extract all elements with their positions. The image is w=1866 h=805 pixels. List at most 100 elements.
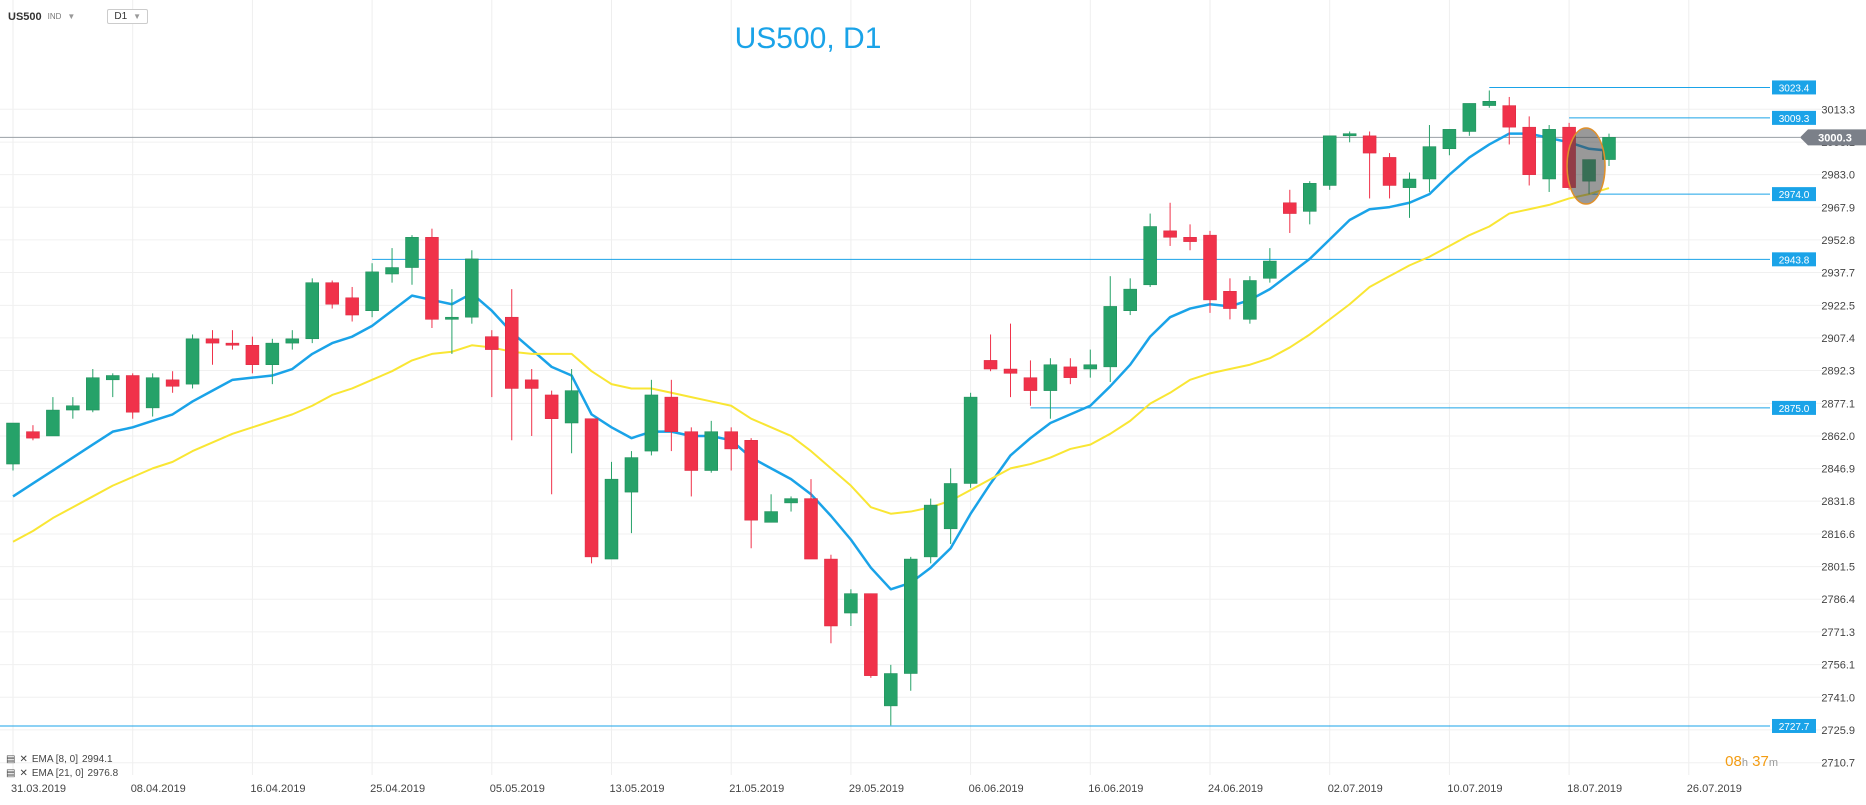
close-icon[interactable]: ✕ bbox=[19, 767, 28, 779]
level-tag-label: 2974.0 bbox=[1779, 190, 1810, 201]
chart-title-wrap: US500, D1 bbox=[0, 22, 1866, 56]
bull-candle bbox=[6, 422, 20, 465]
level-tag-label: 2943.8 bbox=[1779, 255, 1810, 266]
y-tick-label: 2816.6 bbox=[1821, 529, 1855, 541]
bull-candle bbox=[1103, 306, 1117, 368]
bear-candle bbox=[1003, 368, 1018, 374]
legend-ema-fast[interactable]: ▤ ✕ EMA [8, 0] 2994.1 bbox=[6, 752, 118, 766]
bull-candle bbox=[564, 390, 579, 424]
bull-candle bbox=[1462, 103, 1477, 132]
y-tick-label: 2862.0 bbox=[1821, 431, 1855, 443]
y-tick-label: 2725.9 bbox=[1821, 725, 1855, 737]
bull-candle bbox=[963, 396, 978, 484]
bull-candle bbox=[265, 342, 280, 365]
bull-candle bbox=[1263, 260, 1277, 279]
bear-candle bbox=[165, 379, 180, 387]
bear-candle bbox=[325, 282, 339, 305]
close-icon[interactable]: ✕ bbox=[19, 753, 28, 765]
bear-candle bbox=[1502, 105, 1516, 128]
bull-candle bbox=[1542, 129, 1556, 180]
level-tag-label: 3023.4 bbox=[1779, 83, 1810, 94]
legend-label: EMA [21, 0] bbox=[31, 767, 84, 779]
x-tick-label: 16.06.2019 bbox=[1088, 783, 1143, 795]
x-tick-label: 25.04.2019 bbox=[370, 783, 425, 795]
level-tag bbox=[1772, 187, 1816, 202]
y-tick-label: 2710.7 bbox=[1821, 758, 1855, 770]
bull-candle bbox=[784, 498, 798, 504]
y-tick-label: 2801.5 bbox=[1821, 562, 1855, 574]
bear-candle bbox=[125, 375, 140, 413]
y-tick-label: 2892.3 bbox=[1821, 366, 1855, 378]
chevron-down-icon: ▼ bbox=[133, 12, 142, 21]
bull-candle bbox=[185, 338, 200, 385]
x-tick-label: 21.05.2019 bbox=[729, 783, 784, 795]
bull-candle bbox=[844, 593, 858, 614]
level-tag bbox=[1772, 400, 1816, 415]
bear-candle bbox=[744, 440, 758, 521]
legend-ema-slow[interactable]: ▤ ✕ EMA [21, 0] 2976.8 bbox=[6, 766, 118, 780]
y-tick-label: 2756.1 bbox=[1821, 660, 1855, 672]
bear-candle bbox=[544, 394, 559, 419]
timer-hours: 08 bbox=[1725, 753, 1742, 770]
bear-candle bbox=[225, 342, 240, 346]
bull-candle bbox=[604, 478, 619, 560]
y-tick-label: 2983.0 bbox=[1821, 170, 1855, 182]
bear-candle bbox=[1063, 366, 1078, 378]
candle-timer: 08h 37m bbox=[1725, 753, 1778, 770]
bear-candle bbox=[345, 297, 359, 316]
bull-candle bbox=[624, 457, 639, 493]
x-tick-label: 16.04.2019 bbox=[250, 783, 305, 795]
bear-candle bbox=[1382, 157, 1397, 186]
bull-candle bbox=[385, 267, 399, 275]
bull-candle bbox=[1422, 146, 1437, 180]
legend-value: 2976.8 bbox=[87, 767, 119, 779]
legend-label: EMA [8, 0] bbox=[31, 753, 78, 765]
bear-candle bbox=[1362, 135, 1377, 154]
chart-title: US500, D1 bbox=[734, 22, 882, 55]
bear-candle bbox=[1522, 126, 1536, 175]
bull-candle bbox=[106, 375, 120, 381]
y-tick-label: 2846.9 bbox=[1821, 464, 1855, 476]
settings-icon[interactable]: ▤ bbox=[6, 767, 16, 779]
level-tag bbox=[1772, 252, 1816, 267]
symbol-name[interactable]: US500 bbox=[8, 10, 42, 23]
bear-candle bbox=[1223, 291, 1237, 309]
bear-candle bbox=[425, 237, 439, 320]
x-tick-label: 24.06.2019 bbox=[1208, 783, 1263, 795]
bull-candle bbox=[445, 316, 459, 320]
indicator-legend: ▤ ✕ EMA [8, 0] 2994.1 ▤ ✕ EMA [21, 0] 29… bbox=[6, 752, 118, 805]
bull-candle bbox=[764, 511, 778, 523]
level-tag bbox=[1772, 110, 1816, 125]
x-tick-label: 13.05.2019 bbox=[610, 783, 665, 795]
bull-candle bbox=[1322, 135, 1337, 186]
highlight-ellipse bbox=[1566, 127, 1606, 205]
timer-m-unit: m bbox=[1768, 757, 1778, 769]
chevron-down-icon[interactable]: ▼ bbox=[67, 12, 76, 21]
bear-candle bbox=[505, 316, 519, 389]
bear-candle bbox=[1023, 377, 1038, 391]
x-tick-label: 05.05.2019 bbox=[490, 783, 545, 795]
y-tick-label: 2967.9 bbox=[1821, 202, 1855, 214]
y-tick-label: 2952.8 bbox=[1821, 235, 1855, 247]
bear-candle bbox=[864, 593, 878, 676]
level-tag-label: 3009.3 bbox=[1779, 114, 1810, 125]
timeframe-select[interactable]: D1 ▼ bbox=[107, 9, 149, 24]
bull-candle bbox=[1123, 288, 1137, 311]
y-tick-label: 3013.3 bbox=[1821, 104, 1855, 116]
y-tick-label: 2771.3 bbox=[1821, 627, 1855, 639]
y-tick-label: 2741.0 bbox=[1821, 692, 1855, 704]
bull-candle bbox=[923, 504, 938, 558]
bull-candle bbox=[86, 377, 100, 411]
bear-candle bbox=[205, 338, 220, 344]
bear-candle bbox=[804, 498, 818, 560]
bull-candle bbox=[1442, 129, 1457, 150]
bear-candle bbox=[245, 345, 260, 365]
x-tick-label: 08.04.2019 bbox=[131, 783, 186, 795]
bear-candle bbox=[26, 431, 40, 439]
bull-candle bbox=[46, 409, 60, 437]
bear-candle bbox=[1283, 202, 1297, 214]
x-tick-label: 31.03.2019 bbox=[11, 783, 66, 795]
bull-candle bbox=[1342, 133, 1357, 137]
settings-icon[interactable]: ▤ bbox=[6, 753, 16, 765]
